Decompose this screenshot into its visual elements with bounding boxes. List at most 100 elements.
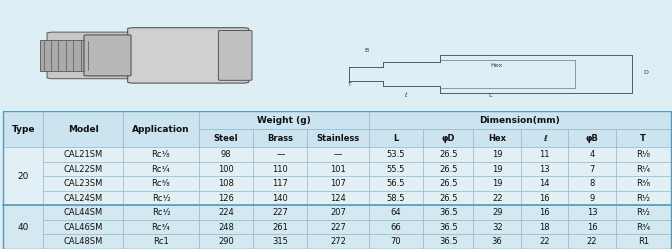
Bar <box>199 191 253 205</box>
Bar <box>369 147 423 162</box>
Bar <box>123 177 199 191</box>
Text: Rc¹⁄₈: Rc¹⁄₈ <box>152 150 170 159</box>
Text: 140: 140 <box>272 194 288 203</box>
Text: 26.5: 26.5 <box>439 165 458 174</box>
Bar <box>521 220 569 235</box>
Bar <box>474 220 521 235</box>
Text: L: L <box>393 134 398 143</box>
Bar <box>123 111 199 147</box>
Text: Stainless: Stainless <box>317 134 360 143</box>
Bar <box>44 191 123 205</box>
Text: 13: 13 <box>587 208 597 217</box>
Text: CAL46SM: CAL46SM <box>63 223 103 232</box>
Text: 272: 272 <box>330 237 346 246</box>
Bar <box>569 235 616 249</box>
Bar <box>199 205 253 220</box>
Text: D: D <box>643 70 648 75</box>
Bar <box>199 162 253 177</box>
Text: 26.5: 26.5 <box>439 150 458 159</box>
Text: 8: 8 <box>589 179 595 188</box>
Text: 227: 227 <box>272 208 288 217</box>
Text: 22: 22 <box>587 237 597 246</box>
Text: φD: φD <box>442 134 455 143</box>
Bar <box>369 129 423 147</box>
Text: 55.5: 55.5 <box>387 165 405 174</box>
Text: —: — <box>334 150 342 159</box>
Bar <box>521 147 569 162</box>
Bar <box>521 162 569 177</box>
Text: CAL22SM: CAL22SM <box>63 165 103 174</box>
Bar <box>369 191 423 205</box>
Text: Weight (g): Weight (g) <box>257 116 311 125</box>
Text: Rc³⁄₄: Rc³⁄₄ <box>152 223 170 232</box>
Text: R¹⁄₈: R¹⁄₈ <box>636 150 650 159</box>
Text: 107: 107 <box>330 179 346 188</box>
Text: Hex: Hex <box>490 63 503 68</box>
Bar <box>307 205 369 220</box>
Bar <box>423 235 474 249</box>
Bar <box>474 191 521 205</box>
Bar <box>3 205 44 249</box>
Text: Hex: Hex <box>488 134 506 143</box>
Bar <box>44 162 123 177</box>
Text: 22: 22 <box>540 237 550 246</box>
Bar <box>616 147 671 162</box>
Bar <box>44 220 123 235</box>
Bar <box>199 129 253 147</box>
Bar <box>569 220 616 235</box>
Bar <box>369 235 423 249</box>
Text: CAL23SM: CAL23SM <box>63 179 103 188</box>
Text: 36.5: 36.5 <box>439 223 458 232</box>
Bar <box>474 129 521 147</box>
Text: Rc1: Rc1 <box>153 237 169 246</box>
Text: 207: 207 <box>330 208 346 217</box>
Bar <box>307 129 369 147</box>
Text: 26.5: 26.5 <box>439 179 458 188</box>
Text: 101: 101 <box>330 165 346 174</box>
Bar <box>474 235 521 249</box>
Text: 16: 16 <box>540 194 550 203</box>
Text: 14: 14 <box>540 179 550 188</box>
Bar <box>569 129 616 147</box>
Bar <box>616 162 671 177</box>
Bar <box>423 177 474 191</box>
Text: 26.5: 26.5 <box>439 194 458 203</box>
Text: Rc³⁄₈: Rc³⁄₈ <box>152 179 170 188</box>
Bar <box>307 147 369 162</box>
Text: 108: 108 <box>218 179 234 188</box>
Text: ℓ: ℓ <box>405 93 407 98</box>
Bar <box>616 129 671 147</box>
Text: 19: 19 <box>492 150 503 159</box>
Bar <box>44 147 123 162</box>
Text: 248: 248 <box>218 223 234 232</box>
Bar <box>253 147 307 162</box>
Bar <box>569 147 616 162</box>
Bar <box>199 235 253 249</box>
Bar <box>307 235 369 249</box>
Text: 4: 4 <box>589 150 595 159</box>
Text: R³⁄₈: R³⁄₈ <box>636 179 650 188</box>
Bar <box>44 235 123 249</box>
Text: CAL48SM: CAL48SM <box>63 237 103 246</box>
Text: Type: Type <box>11 124 35 134</box>
Text: 56.5: 56.5 <box>386 179 405 188</box>
FancyBboxPatch shape <box>84 35 131 76</box>
Bar <box>123 191 199 205</box>
Bar <box>253 205 307 220</box>
Bar <box>307 191 369 205</box>
Text: 124: 124 <box>330 194 346 203</box>
Bar <box>123 162 199 177</box>
Text: 36.5: 36.5 <box>439 237 458 246</box>
Text: 16: 16 <box>540 208 550 217</box>
Text: 36: 36 <box>492 237 503 246</box>
Text: Steel: Steel <box>214 134 239 143</box>
Text: Rc¹⁄₄: Rc¹⁄₄ <box>152 165 170 174</box>
Bar <box>569 205 616 220</box>
Bar <box>199 111 369 129</box>
Text: CAL21SM: CAL21SM <box>63 150 103 159</box>
Bar <box>369 177 423 191</box>
Bar <box>474 177 521 191</box>
Bar <box>423 147 474 162</box>
Text: R¹⁄₂: R¹⁄₂ <box>636 208 650 217</box>
Text: 117: 117 <box>272 179 288 188</box>
